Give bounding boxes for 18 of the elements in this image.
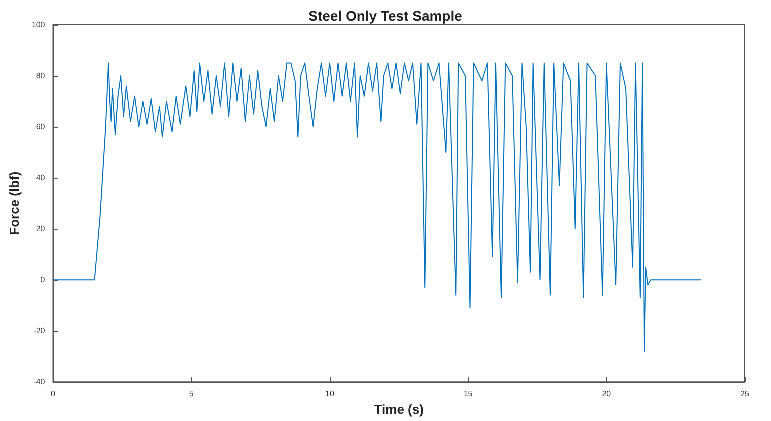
x-axis-title: Time (s) xyxy=(374,402,424,417)
y-tick-label: -20 xyxy=(34,326,46,336)
x-tick-label: 5 xyxy=(189,390,194,399)
chart-title: Steel Only Test Sample xyxy=(308,8,463,24)
y-tick-label: 20 xyxy=(36,224,46,234)
y-tick-label: 0 xyxy=(40,276,46,285)
y-tick-label: -40 xyxy=(34,378,46,387)
y-tick-label: 100 xyxy=(32,20,46,30)
y-tick-label: 60 xyxy=(36,122,46,132)
x-tick-label: 20 xyxy=(602,390,612,399)
y-tick-label: 80 xyxy=(36,72,46,81)
x-tick-label: 10 xyxy=(325,390,335,399)
y-axis-title: Force (lbf) xyxy=(7,172,22,236)
x-tick-label: 0 xyxy=(51,390,56,399)
line-series xyxy=(52,62,702,352)
x-tick-label: 15 xyxy=(464,390,474,399)
y-tick-label: 40 xyxy=(36,174,46,183)
x-tick-label: 25 xyxy=(740,390,750,399)
